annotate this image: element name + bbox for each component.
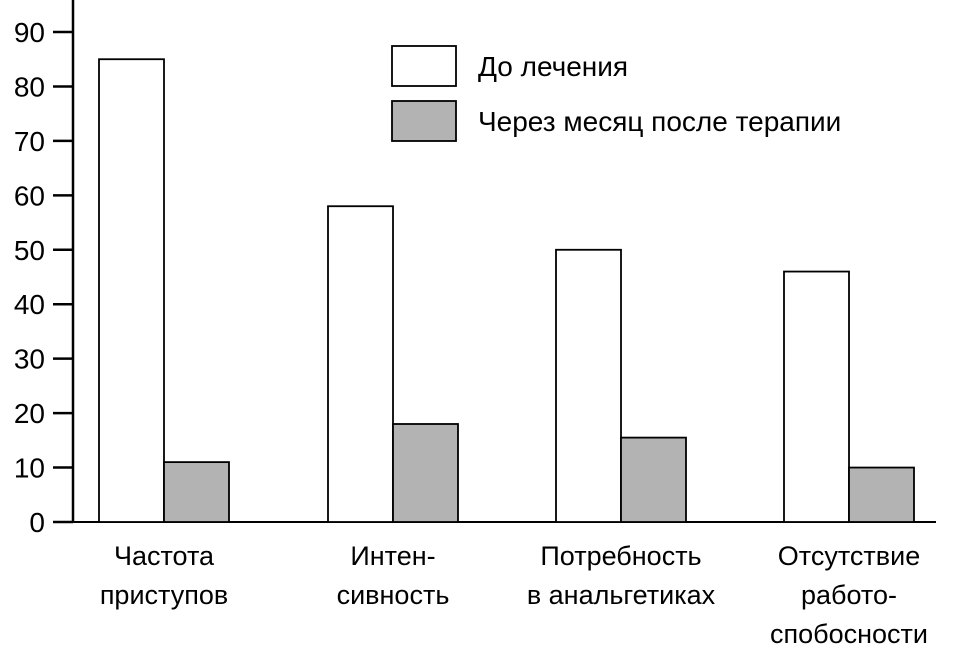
category-label: Частота	[114, 541, 215, 571]
y-tick-label: 10	[14, 453, 45, 484]
y-tick-label: 90	[14, 17, 45, 48]
y-tick-label: 0	[29, 507, 45, 538]
category-label: спобосности	[770, 619, 928, 649]
legend-label: До лечения	[478, 51, 628, 82]
legend-swatch	[391, 100, 457, 142]
y-tick-label: 20	[14, 398, 45, 429]
legend-label: Через месяц после терапии	[478, 106, 841, 137]
y-tick-label: 80	[14, 71, 45, 102]
legend-swatch	[391, 45, 457, 87]
category-label: сивность	[337, 580, 450, 610]
category-label: работо-	[801, 580, 897, 610]
bar-after	[620, 436, 687, 523]
bar-before	[327, 205, 394, 523]
category-label: Потребность	[540, 541, 701, 571]
bar-before	[98, 58, 165, 523]
y-tick-label: 50	[14, 235, 45, 266]
category-label: в анальгетиках	[527, 580, 716, 610]
bar-after	[848, 466, 915, 523]
bar-before	[555, 248, 622, 523]
y-tick-label: 60	[14, 180, 45, 211]
y-tick-label: 70	[14, 126, 45, 157]
category-label: Интен-	[350, 541, 435, 571]
bar-after	[163, 461, 230, 523]
category-label: приступов	[100, 580, 228, 610]
category-label: Отсутствие	[778, 541, 920, 571]
y-tick-label: 30	[14, 344, 45, 375]
bar-before	[783, 270, 850, 523]
y-tick-label: 40	[14, 289, 45, 320]
bar-after	[392, 423, 459, 523]
